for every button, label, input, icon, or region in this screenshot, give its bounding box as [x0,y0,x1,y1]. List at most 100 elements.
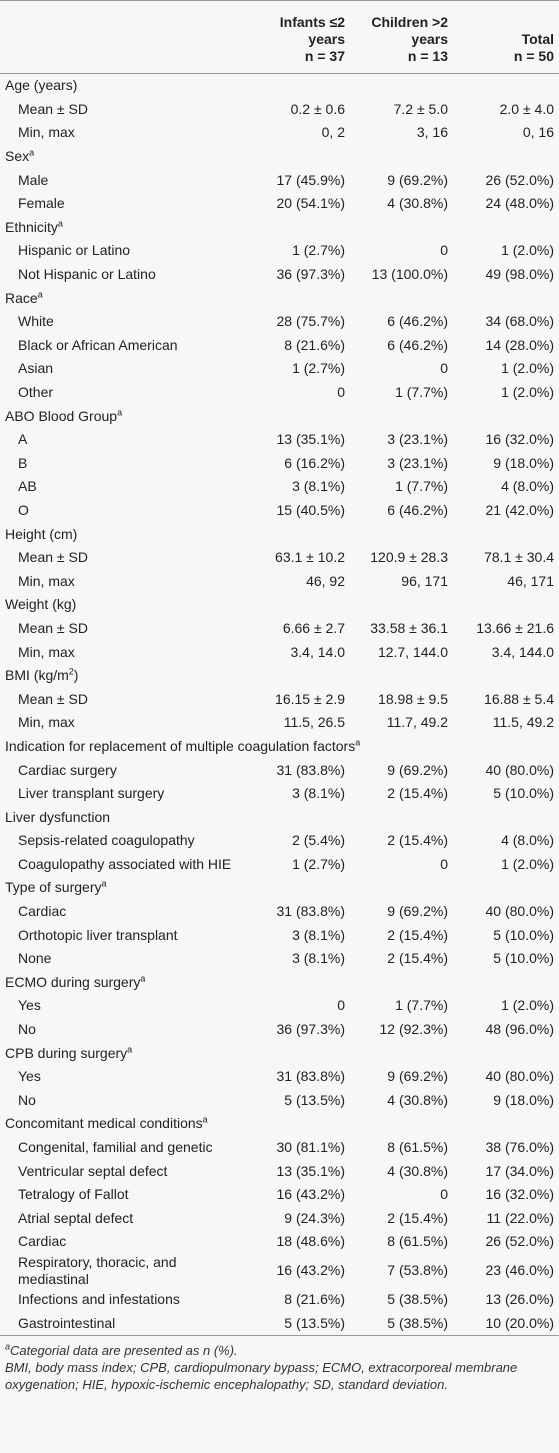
section-text: Ethnicity [5,218,58,235]
table-body: Age (years) Mean ± SD 0.2 ± 0.6 7.2 ± 5.0 2.… [0,74,559,1336]
superscript: a [29,147,35,158]
footnote-text: BMI, body mass index; CPB, cardiopulmona… [5,1359,518,1392]
section-row: CPB during surgerya [0,1041,559,1065]
row-label: Infections and infestations [18,1290,180,1307]
value-cell: 26 (52.0%) [485,171,554,188]
value-cell: 31 (83.8%) [276,903,345,920]
value-cell: 16 (43.2%) [276,1262,345,1279]
data-table: Infants ≤2 years n = 37 Children >2 years n… [0,0,559,1336]
value-cell: 33.58 ± 36.1 [370,619,448,636]
row-label: Mean ± SD [18,100,88,117]
row-label: Sepsis-related coagulopathy [18,832,195,849]
value-cell: 1 (2.7%) [292,360,345,377]
data-row: Ventricular septal defect 13 (35.1%) 4 (30… [0,1159,559,1183]
footnote-text: Categorial data are presented as n (%). [10,1342,238,1358]
value-cell: 0.2 ± 0.6 [290,100,345,117]
section-title: Racea [0,286,559,310]
data-row: Not Hispanic or Latino 36 (97.3%) 13 (100.… [0,263,559,287]
value-cell: 3 (8.1%) [292,950,345,967]
value-cell: 36 (97.3%) [276,1021,345,1038]
value-cell: 9 (69.2%) [387,171,448,188]
value-cell: 13.66 ± 21.6 [476,619,554,636]
value-cell: 3 (8.1%) [292,478,345,495]
value-cell: 49 (98.0%) [485,266,554,283]
value-cell: 5 (38.5%) [350,1311,453,1336]
section-title: ECMO during surgerya [0,971,559,995]
data-row: Asian 1 (2.7%) 0 1 (2.0%) [0,357,559,381]
value-cell: 16.88 ± 5.4 [484,690,554,707]
superscript: a [5,1341,11,1352]
value-cell: 11.7, 49.2 [386,714,448,731]
row-label: Orthotopic liver transplant [18,926,178,943]
row-label: Gastrointestinal [0,1311,248,1336]
value-cell: 16.15 ± 2.9 [275,690,345,707]
value-cell: 13 (100.0%) [371,266,448,283]
value-cell: 4 (8.0%) [501,478,554,495]
row-label: Not Hispanic or Latino [18,266,156,283]
value-cell: 7.2 ± 5.0 [393,100,448,117]
value-cell: 4 (8.0%) [501,832,554,849]
data-row: Congenital, familial and genetic 30 (81.1… [0,1136,559,1160]
row-label: No [18,1091,36,1108]
value-cell: 8 (61.5%) [387,1233,448,1250]
data-row: None 3 (8.1%) 2 (15.4%) 5 (10.0%) [0,947,559,971]
header-cell: Children >2 years n = 13 [350,0,453,74]
header-cell [0,0,248,74]
value-cell: 2 (15.4%) [387,1209,448,1226]
row-label: Ventricular septal defect [18,1162,168,1179]
value-cell: 11 (22.0%) [486,1209,554,1226]
superscript: a [57,218,63,229]
section-row: Liver dysfunction [0,805,559,829]
value-cell: 1 (2.0%) [501,360,554,377]
section-text: ECMO during surgery [5,973,141,990]
value-cell: 20 (54.1%) [276,195,345,212]
section-title: Concomitant medical conditionsa [0,1112,559,1136]
value-cell: 1 (7.7%) [395,478,448,495]
section-title: Height (cm) [0,522,559,546]
value-cell: 9 (24.3%) [284,1209,345,1226]
section-title: CPB during surgerya [0,1041,559,1065]
value-cell: 0, 16 [522,124,554,141]
data-row: Orthotopic liver transplant 3 (8.1%) 2 (15… [0,923,559,947]
footnote: BMI, body mass index; CPB, cardiopulmona… [5,1359,554,1393]
value-cell: 46, 92 [306,572,345,589]
value-cell: 9 (69.2%) [387,903,448,920]
row-label: Min, max [18,714,75,731]
footnote: aCategorial data are presented as n (%). [5,1342,554,1359]
superscript: a [127,1043,133,1054]
value-cell: 6 (46.2%) [387,336,448,353]
value-cell: 120.9 ± 28.3 [370,549,448,566]
value-cell: 48 (96.0%) [485,1021,554,1038]
section-text: Sex [5,148,30,165]
value-cell: 0 [440,855,448,872]
data-row: Mean ± SD 6.66 ± 2.7 33.58 ± 36.1 13.66 ± 2… [0,617,559,641]
row-label: Black or African American [18,336,178,353]
data-row: White 28 (75.7%) 6 (46.2%) 34 (68.0%) [0,310,559,334]
data-row: Cardiac surgery 31 (83.8%) 9 (69.2%) 40 (80… [0,758,559,782]
row-label: Male [18,171,49,188]
row-label: O [18,501,29,518]
header-label: Infants ≤2 years [279,14,345,47]
value-cell: 78.1 ± 30.4 [484,549,554,566]
value-cell: 4 (30.8%) [387,1162,448,1179]
section-title: Age (years) [0,74,559,98]
value-cell: 40 (80.0%) [485,903,554,920]
data-row: Tetralogy of Fallot 16 (43.2%) 0 16 (32.0%) [0,1183,559,1207]
value-cell: 9 (69.2%) [387,761,448,778]
data-row: B 6 (16.2%) 3 (23.1%) 9 (18.0%) [0,452,559,476]
section-title: Ethnicitya [0,216,559,240]
value-cell: 5 (10.0%) [493,950,554,967]
data-row: Other 0 1 (7.7%) 1 (2.0%) [0,381,559,405]
value-cell: 2 (5.4%) [292,832,345,849]
section-text: ABO Blood Group [5,407,118,424]
section-text: Liver dysfunction [5,808,111,825]
data-row: Mean ± SD 63.1 ± 10.2 120.9 ± 28.3 78.1 ± 3… [0,546,559,570]
section-text: BMI (kg/m [5,667,69,684]
value-cell: 1 (2.0%) [501,855,554,872]
section-text: Age (years) [5,77,78,94]
section-row: Concomitant medical conditionsa [0,1112,559,1136]
value-cell: 0 [440,242,448,259]
value-cell: 30 (81.1%) [276,1139,345,1156]
row-label: Mean ± SD [18,549,88,566]
